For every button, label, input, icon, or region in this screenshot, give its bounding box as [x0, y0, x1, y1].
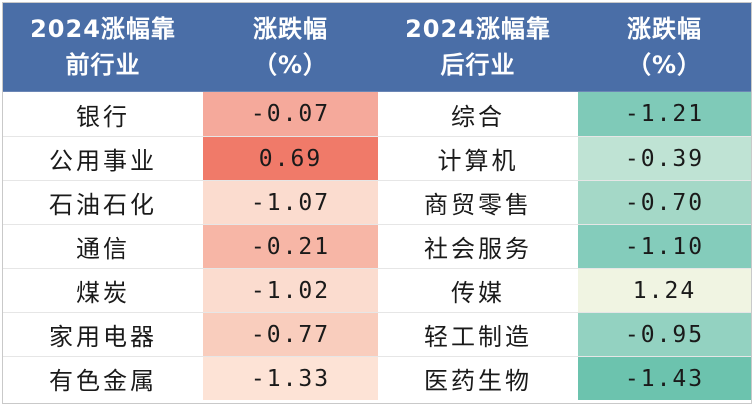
header-bottom-industry: 2024涨幅靠 后行业 [378, 3, 578, 91]
header-bottom-change-line2: （%） [626, 51, 703, 79]
bottom-change-cell: -1.21 [578, 92, 751, 136]
table-row: 煤炭 -1.02 传媒 1.24 [3, 268, 751, 312]
header-bottom-change: 涨跌幅 （%） [578, 3, 751, 91]
top-change-cell: 0.69 [203, 137, 378, 180]
top-industry-cell: 煤炭 [76, 279, 130, 307]
header-bottom-change-line1: 涨跌幅 [627, 15, 702, 43]
bottom-change-cell: -1.43 [578, 357, 751, 400]
table-body: 银行 -0.07 综合 -1.21 公用事业 0.69 计算机 -0.39 石油… [3, 92, 751, 400]
bottom-change-cell: -1.10 [578, 225, 751, 268]
top-industry-cell: 家用电器 [49, 323, 157, 351]
header-top-industry-line2: 前行业 [65, 51, 141, 79]
table-row: 银行 -0.07 综合 -1.21 [3, 92, 751, 136]
header-top-industry-line1: 2024涨幅靠 [30, 15, 176, 43]
top-industry-cell: 有色金属 [49, 367, 157, 395]
header-top-change-line2: （%） [252, 51, 329, 79]
table-row: 公用事业 0.69 计算机 -0.39 [3, 136, 751, 180]
top-industry-cell: 公用事业 [49, 147, 157, 175]
top-industry-cell: 通信 [76, 235, 130, 263]
bottom-industry-cell: 社会服务 [424, 235, 532, 263]
top-change-cell: -1.07 [203, 181, 378, 224]
bottom-industry-cell: 轻工制造 [424, 323, 532, 351]
header-top-industry: 2024涨幅靠 前行业 [3, 3, 203, 91]
bottom-change-cell: 1.24 [578, 269, 751, 312]
top-change-cell: -0.07 [203, 92, 378, 136]
bottom-change-cell: -0.39 [578, 137, 751, 180]
top-change-cell: -0.77 [203, 313, 378, 356]
top-change-cell: -1.33 [203, 357, 378, 400]
top-change-cell: -0.21 [203, 225, 378, 268]
top-industry-cell: 石油石化 [49, 191, 157, 219]
header-top-change-line1: 涨跌幅 [253, 15, 328, 43]
bottom-industry-cell: 综合 [451, 102, 505, 131]
table-row: 家用电器 -0.77 轻工制造 -0.95 [3, 312, 751, 356]
table-header: 2024涨幅靠 前行业 涨跌幅 （%） 2024涨幅靠 后行业 涨跌幅 （%） [3, 3, 751, 92]
header-bottom-industry-line1: 2024涨幅靠 [405, 15, 551, 43]
header-bottom-industry-line2: 后行业 [440, 51, 516, 79]
table-row: 有色金属 -1.33 医药生物 -1.43 [3, 356, 751, 400]
top-change-cell: -1.02 [203, 269, 378, 312]
bottom-change-cell: -0.70 [578, 181, 751, 224]
bottom-industry-cell: 医药生物 [424, 367, 532, 395]
header-top-change: 涨跌幅 （%） [203, 3, 378, 91]
bottom-industry-cell: 计算机 [437, 147, 519, 175]
table-row: 石油石化 -1.07 商贸零售 -0.70 [3, 180, 751, 224]
bottom-industry-cell: 传媒 [451, 279, 505, 307]
top-industry-cell: 银行 [76, 102, 130, 131]
table-row: 通信 -0.21 社会服务 -1.10 [3, 224, 751, 268]
bottom-change-cell: -0.95 [578, 313, 751, 356]
bottom-industry-cell: 商贸零售 [424, 191, 532, 219]
